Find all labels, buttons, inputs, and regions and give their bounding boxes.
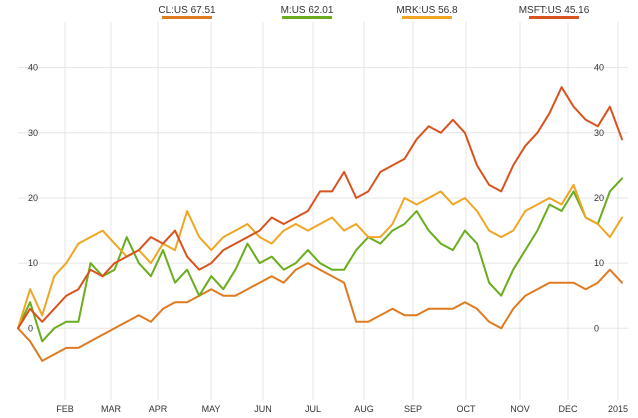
y-tick-right-0: 0 bbox=[594, 323, 599, 333]
x-tick-may: MAY bbox=[202, 404, 221, 414]
series-line-4 bbox=[17, 86, 623, 330]
x-tick-mar: MAR bbox=[101, 404, 122, 414]
x-tick-nov: NOV bbox=[510, 404, 530, 414]
legend-swatch-1 bbox=[162, 16, 212, 19]
x-tick-oct: OCT bbox=[457, 404, 477, 414]
grid bbox=[18, 22, 628, 400]
legend-swatch-4 bbox=[529, 16, 579, 19]
y-axis-left: 0 10 20 30 40 bbox=[28, 63, 38, 334]
x-axis: FEB MAR APR MAY JUN JUL AUG SEP OCT NOV DEC 2015 bbox=[56, 404, 628, 414]
series-line-3 bbox=[17, 183, 623, 330]
x-tick-jun: JUN bbox=[254, 404, 272, 414]
x-tick-dec: DEC bbox=[558, 404, 578, 414]
x-tick-feb: FEB bbox=[56, 404, 74, 414]
series-lines bbox=[17, 86, 623, 362]
x-tick-sep: SEP bbox=[404, 404, 422, 414]
y-tick-left-10: 10 bbox=[28, 258, 38, 268]
legend-swatch-3 bbox=[402, 16, 452, 19]
legend-label-4: MSFT:US 45.16 bbox=[519, 5, 590, 16]
x-tick-2015: 2015 bbox=[608, 404, 628, 414]
y-tick-right-30: 30 bbox=[594, 128, 604, 138]
legend-label-1: CL:US 67.51 bbox=[158, 5, 216, 16]
y-tick-left-0: 0 bbox=[28, 323, 33, 333]
legend: CL:US 67.51 M:US 62.01 MRK:US 56.8 MSFT:US … bbox=[158, 5, 590, 19]
series-line-1 bbox=[17, 262, 623, 362]
series-line-2 bbox=[17, 177, 623, 343]
y-tick-left-40: 40 bbox=[28, 63, 38, 73]
y-tick-right-10: 10 bbox=[594, 258, 604, 268]
y-axis-right: 0 10 20 30 40 bbox=[594, 63, 604, 334]
legend-label-2: M:US 62.01 bbox=[281, 5, 334, 16]
x-tick-aug: AUG bbox=[354, 404, 374, 414]
y-tick-left-30: 30 bbox=[28, 128, 38, 138]
legend-label-3: MRK:US 56.8 bbox=[396, 5, 458, 16]
y-tick-right-40: 40 bbox=[594, 63, 604, 73]
y-tick-right-20: 20 bbox=[594, 193, 604, 203]
y-tick-left-20: 20 bbox=[28, 193, 38, 203]
x-tick-apr: APR bbox=[149, 404, 168, 414]
x-tick-jul: JUL bbox=[305, 404, 321, 414]
legend-swatch-2 bbox=[282, 16, 332, 19]
